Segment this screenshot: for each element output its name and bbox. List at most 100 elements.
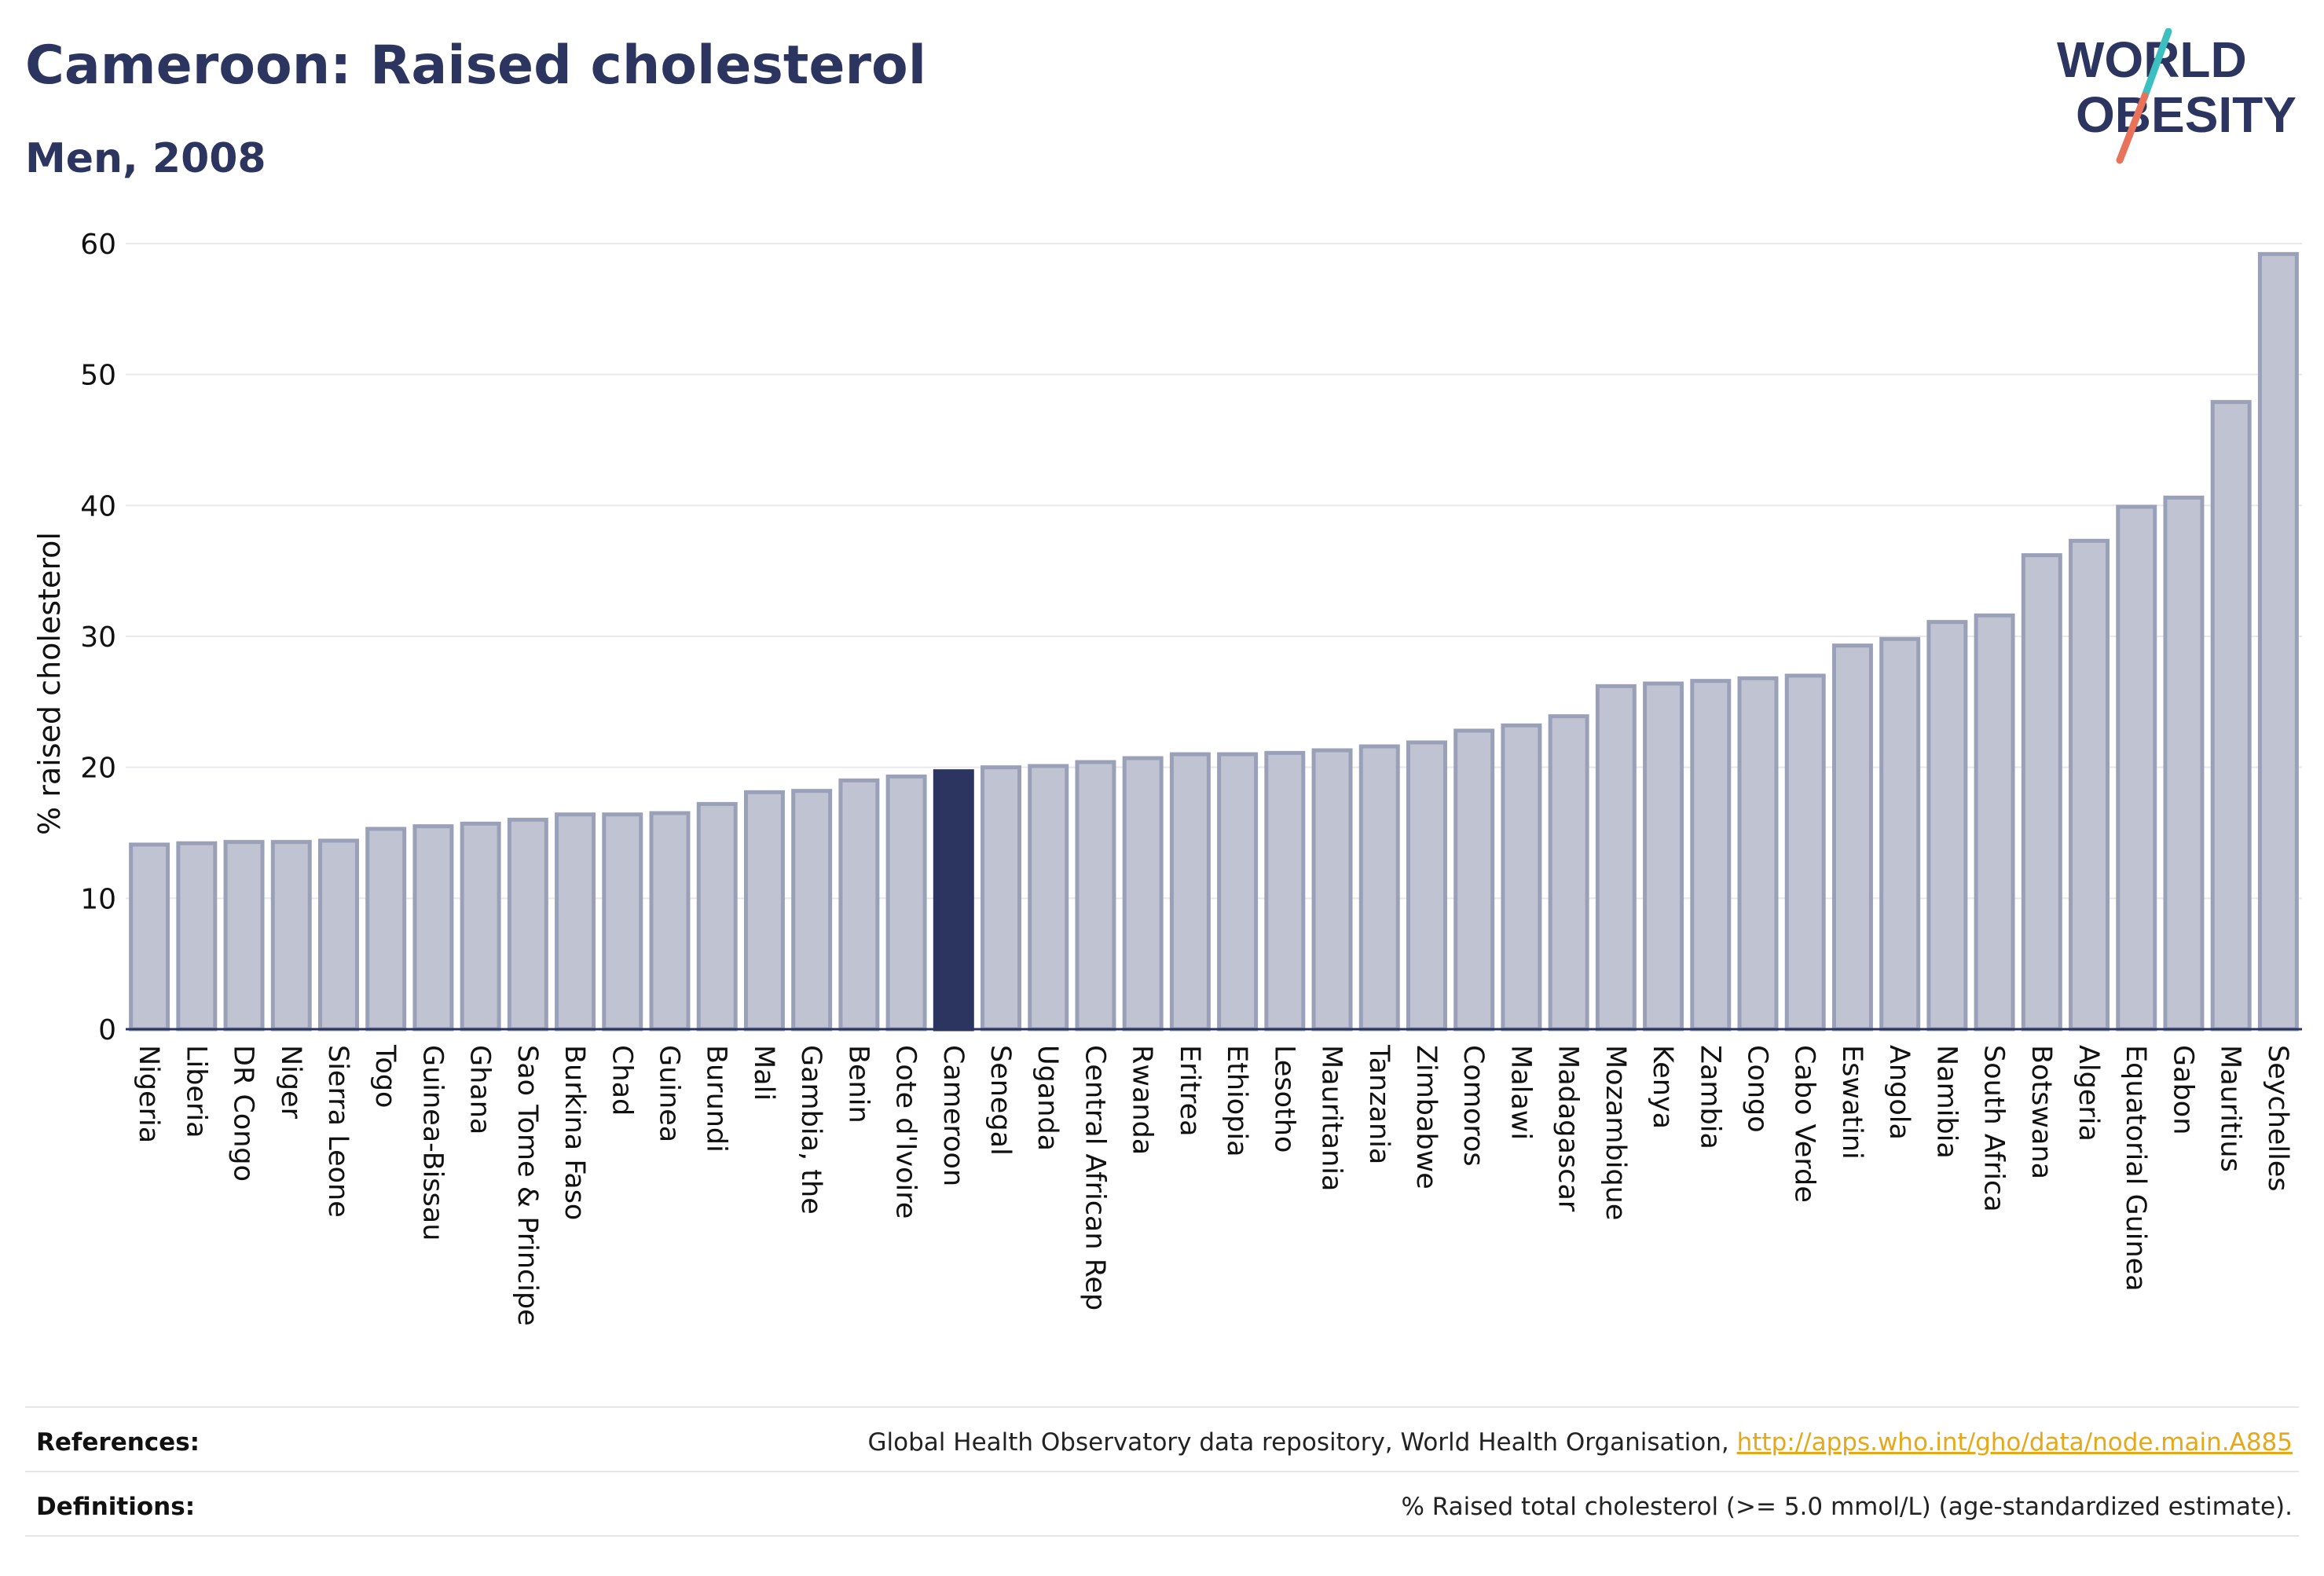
- x-tick-label: Guinea: [654, 1045, 685, 1142]
- bar: [1169, 752, 1211, 1032]
- x-tick-label: Ghana: [464, 1045, 496, 1134]
- x-tick-label: Senegal: [984, 1045, 1016, 1156]
- x-tick-label: Togo: [369, 1044, 401, 1108]
- bar: [1311, 748, 1353, 1032]
- x-tick-label: Uganda: [1032, 1045, 1063, 1151]
- x-tick-label: Benin: [842, 1045, 874, 1123]
- x-tick-label: Liberia: [180, 1045, 211, 1138]
- y-tick-label: 50: [80, 360, 116, 392]
- x-tick-label: DR Congo: [228, 1045, 259, 1182]
- y-tick-label: 0: [98, 1014, 116, 1046]
- y-tick-label: 10: [80, 883, 116, 915]
- x-tick-label: Zambia: [1694, 1045, 1725, 1149]
- x-tick-label: Cote d'Ivoire: [890, 1045, 922, 1219]
- footer-divider-middle: [25, 1471, 2299, 1472]
- x-tick-label: Mozambique: [1600, 1045, 1631, 1220]
- bar: [1831, 643, 1873, 1032]
- x-tick-label: Burkina Faso: [559, 1045, 590, 1220]
- x-tick-label: Sierra Leone: [322, 1045, 354, 1218]
- bar-highlighted: [933, 769, 974, 1032]
- x-tick-label: Algeria: [2073, 1045, 2104, 1142]
- bar: [555, 812, 596, 1032]
- bar: [2257, 251, 2299, 1032]
- x-tick-label: Gambia, the: [795, 1045, 827, 1215]
- x-tick-label: Guinea-Bissau: [416, 1045, 448, 1241]
- references-text: Global Health Observatory data repositor…: [868, 1428, 2293, 1457]
- bar: [696, 801, 738, 1032]
- x-tick-label: Equatorial Guinea: [2120, 1045, 2151, 1292]
- bar: [1264, 750, 1306, 1032]
- x-tick-label: Botswana: [2025, 1045, 2057, 1179]
- x-tick-label: Burundi: [701, 1045, 732, 1153]
- bar: [1784, 673, 1826, 1032]
- y-tick-label: 40: [80, 490, 116, 522]
- x-tick-label: Kenya: [1647, 1045, 1678, 1129]
- bar: [412, 824, 454, 1032]
- x-tick-label: Central African Rep: [1079, 1045, 1110, 1310]
- x-tick-label: Nigeria: [133, 1045, 164, 1143]
- references-label: References:: [36, 1428, 200, 1457]
- x-tick-label: Madagascar: [1552, 1045, 1584, 1212]
- bar: [129, 842, 170, 1032]
- bar: [1974, 613, 2015, 1032]
- x-tick-label: Mali: [748, 1045, 779, 1101]
- x-tick-label: Cameroon: [937, 1045, 969, 1186]
- bar: [649, 811, 691, 1032]
- bar: [1879, 636, 1921, 1032]
- x-tick-label: Zimbabwe: [1410, 1045, 1442, 1189]
- footer-divider-top: [25, 1406, 2299, 1408]
- bar: [365, 826, 407, 1032]
- bar: [1217, 752, 1259, 1032]
- y-axis-ticks: 0 10 20 30 40 50 60: [80, 229, 116, 1046]
- bar: [1926, 620, 1968, 1032]
- bar: [507, 817, 548, 1032]
- footer-divider-bottom: [25, 1535, 2299, 1537]
- bar: [885, 774, 927, 1032]
- x-axis-labels: Nigeria Liberia DR Congo Niger Sierra Leone T…: [133, 1044, 2293, 1326]
- x-tick-label: Mauritania: [1316, 1045, 1347, 1191]
- bar: [2116, 504, 2157, 1032]
- x-tick-label: Niger: [275, 1045, 306, 1120]
- x-tick-label: Comoros: [1457, 1045, 1489, 1167]
- logo-slash-bottom: [2116, 92, 2149, 164]
- x-tick-label: Angola: [1883, 1045, 1915, 1140]
- bar: [2210, 400, 2252, 1032]
- bar: [223, 840, 265, 1032]
- bar: [2163, 495, 2205, 1032]
- x-tick-label: Malawi: [1505, 1045, 1536, 1140]
- chart-subtitle: Men, 2008: [25, 135, 266, 182]
- bar: [743, 790, 785, 1032]
- y-axis-label: % raised cholesterol: [32, 532, 67, 835]
- x-tick-label: Seychelles: [2262, 1045, 2293, 1192]
- logo-line2: OBESITY: [2076, 86, 2297, 143]
- x-tick-label: Gabon: [2167, 1045, 2198, 1134]
- bar: [1501, 723, 1542, 1032]
- x-tick-label: Cabo Verde: [1789, 1045, 1820, 1203]
- bar: [1595, 684, 1637, 1032]
- references-link[interactable]: http://apps.who.int/gho/data/node.main.A…: [1736, 1428, 2293, 1457]
- bar: [176, 841, 218, 1032]
- bar: [1075, 760, 1116, 1032]
- y-tick-label: 60: [80, 229, 116, 261]
- y-tick-label: 20: [80, 753, 116, 785]
- bar: [981, 765, 1022, 1032]
- bar: [1643, 681, 1684, 1032]
- x-tick-label: Chad: [606, 1045, 637, 1116]
- x-tick-label: Congo: [1742, 1045, 1773, 1133]
- bar: [1737, 676, 1779, 1032]
- y-tick-label: 30: [80, 621, 116, 654]
- definitions-text: % Raised total cholesterol (>= 5.0 mmol/…: [1401, 1493, 2293, 1521]
- chart-title: Cameroon: Raised cholesterol: [25, 35, 927, 97]
- x-tick-label: Ethiopia: [1221, 1045, 1252, 1157]
- bar: [1406, 740, 1447, 1032]
- bar: [1028, 764, 1069, 1032]
- x-tick-label: Tanzania: [1363, 1044, 1395, 1164]
- bar: [1358, 744, 1400, 1032]
- bar: [317, 838, 359, 1032]
- bar: [602, 812, 643, 1032]
- bar: [1122, 756, 1164, 1032]
- bar: [791, 789, 833, 1032]
- bar: [2069, 538, 2110, 1032]
- bar: [1548, 714, 1589, 1032]
